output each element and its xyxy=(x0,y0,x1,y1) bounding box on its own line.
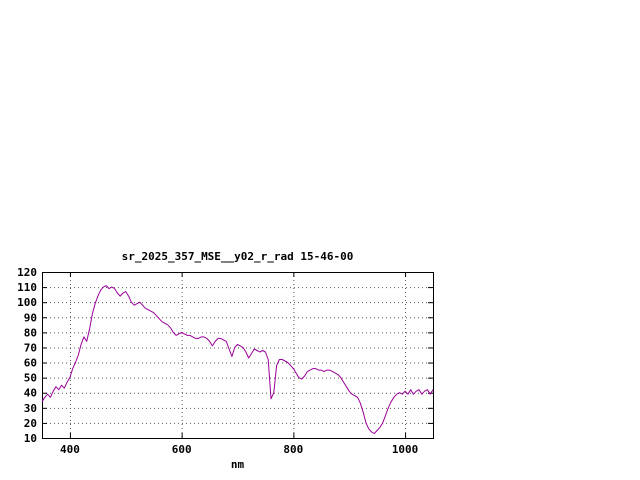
y-tick-label: 110 xyxy=(17,281,37,294)
y-tick-label: 10 xyxy=(24,432,37,445)
tick-labels: 10 20 30 40 50 60 70 80 90 100 110 120 400 600 800 1000 xyxy=(17,266,418,456)
y-tick-label: 100 xyxy=(17,296,37,309)
radiance-line xyxy=(41,285,434,434)
x-tick-label: 600 xyxy=(172,443,192,456)
y-tick-label: 30 xyxy=(24,402,37,415)
x-tick-label: 800 xyxy=(283,443,303,456)
grid-lines xyxy=(42,272,433,439)
y-tick-label: 80 xyxy=(24,326,37,339)
x-axis-label: nm xyxy=(230,458,245,471)
y-tick-label: 50 xyxy=(24,372,37,385)
y-tick-label: 120 xyxy=(17,266,37,279)
y-tick-label: 40 xyxy=(24,387,37,400)
y-tick-label: 70 xyxy=(24,341,37,354)
x-tick-label: 400 xyxy=(60,443,80,456)
y-tick-label: 90 xyxy=(24,311,37,324)
y-tick-label: 20 xyxy=(24,417,37,430)
chart-title: sr_2025_357_MSE__y02_r_rad 15-46-00 xyxy=(121,250,354,263)
axis-ticks xyxy=(42,272,433,439)
y-tick-label: 60 xyxy=(24,357,37,370)
x-tick-label: 1000 xyxy=(392,443,419,456)
plot-border xyxy=(42,272,434,439)
